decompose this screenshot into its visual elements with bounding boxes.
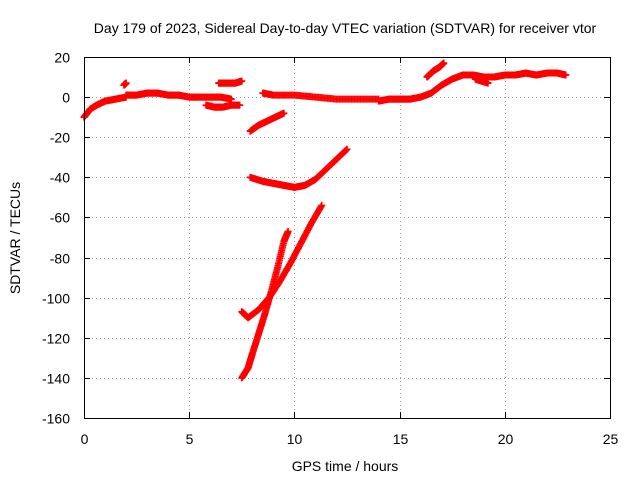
series-arc-near-zero-1 <box>122 89 235 103</box>
series-arc-19h <box>471 75 492 87</box>
series-arc-8h-upper <box>246 109 288 135</box>
series-arc-mid-zero <box>259 89 383 103</box>
series-arc-cross <box>238 201 326 322</box>
data-point <box>484 79 492 87</box>
data-point <box>318 201 326 209</box>
data-point <box>562 71 570 79</box>
y-axis-title: SDTVAR / TECUs <box>7 182 23 294</box>
y-tick-label: -80 <box>50 251 70 267</box>
series-arc-spike-2 <box>120 79 130 89</box>
data-point <box>122 79 130 87</box>
data-point <box>236 101 244 109</box>
y-tick-label: -120 <box>42 331 70 347</box>
plot-frame <box>84 57 611 419</box>
data-point <box>280 109 288 117</box>
y-tick-label: -40 <box>50 170 70 186</box>
data-point <box>238 77 246 85</box>
x-axis-title: GPS time / hours <box>292 458 399 474</box>
data-point <box>284 227 292 235</box>
y-tick-label: -140 <box>42 371 70 387</box>
grid <box>84 57 610 418</box>
y-tick-label: -100 <box>42 291 70 307</box>
series-arc-jump-17 <box>423 59 448 81</box>
series-arc-6h <box>202 101 244 111</box>
x-tick-label: 20 <box>498 431 514 447</box>
y-tick-label: 0 <box>62 90 70 106</box>
y-tick-label: -60 <box>50 210 70 226</box>
y-tick-label: -160 <box>42 411 70 427</box>
x-tick-label: 15 <box>393 431 409 447</box>
x-tick-label: 5 <box>186 431 194 447</box>
series-arc-steep-descent <box>238 227 292 382</box>
y-tick-label: -20 <box>50 130 70 146</box>
data-point <box>440 59 448 67</box>
chart-title: Day 179 of 2023, Sidereal Day-to-day VTE… <box>94 20 597 36</box>
x-tick-label: 25 <box>603 431 619 447</box>
data-points <box>80 59 570 382</box>
data-point <box>227 95 235 103</box>
axis-ticks: 0 5 10 15 20 25 20 0 -20 -40 -60 -80 -100 -120 -140 -16… <box>42 50 619 448</box>
series-arc-late <box>480 69 570 81</box>
data-point <box>343 145 351 153</box>
series-arc-bowl <box>246 145 351 191</box>
series-arc-7h <box>215 77 246 87</box>
x-tick-label: 0 <box>81 431 89 447</box>
y-tick-label: 20 <box>54 50 70 66</box>
x-tick-label: 10 <box>287 431 303 447</box>
